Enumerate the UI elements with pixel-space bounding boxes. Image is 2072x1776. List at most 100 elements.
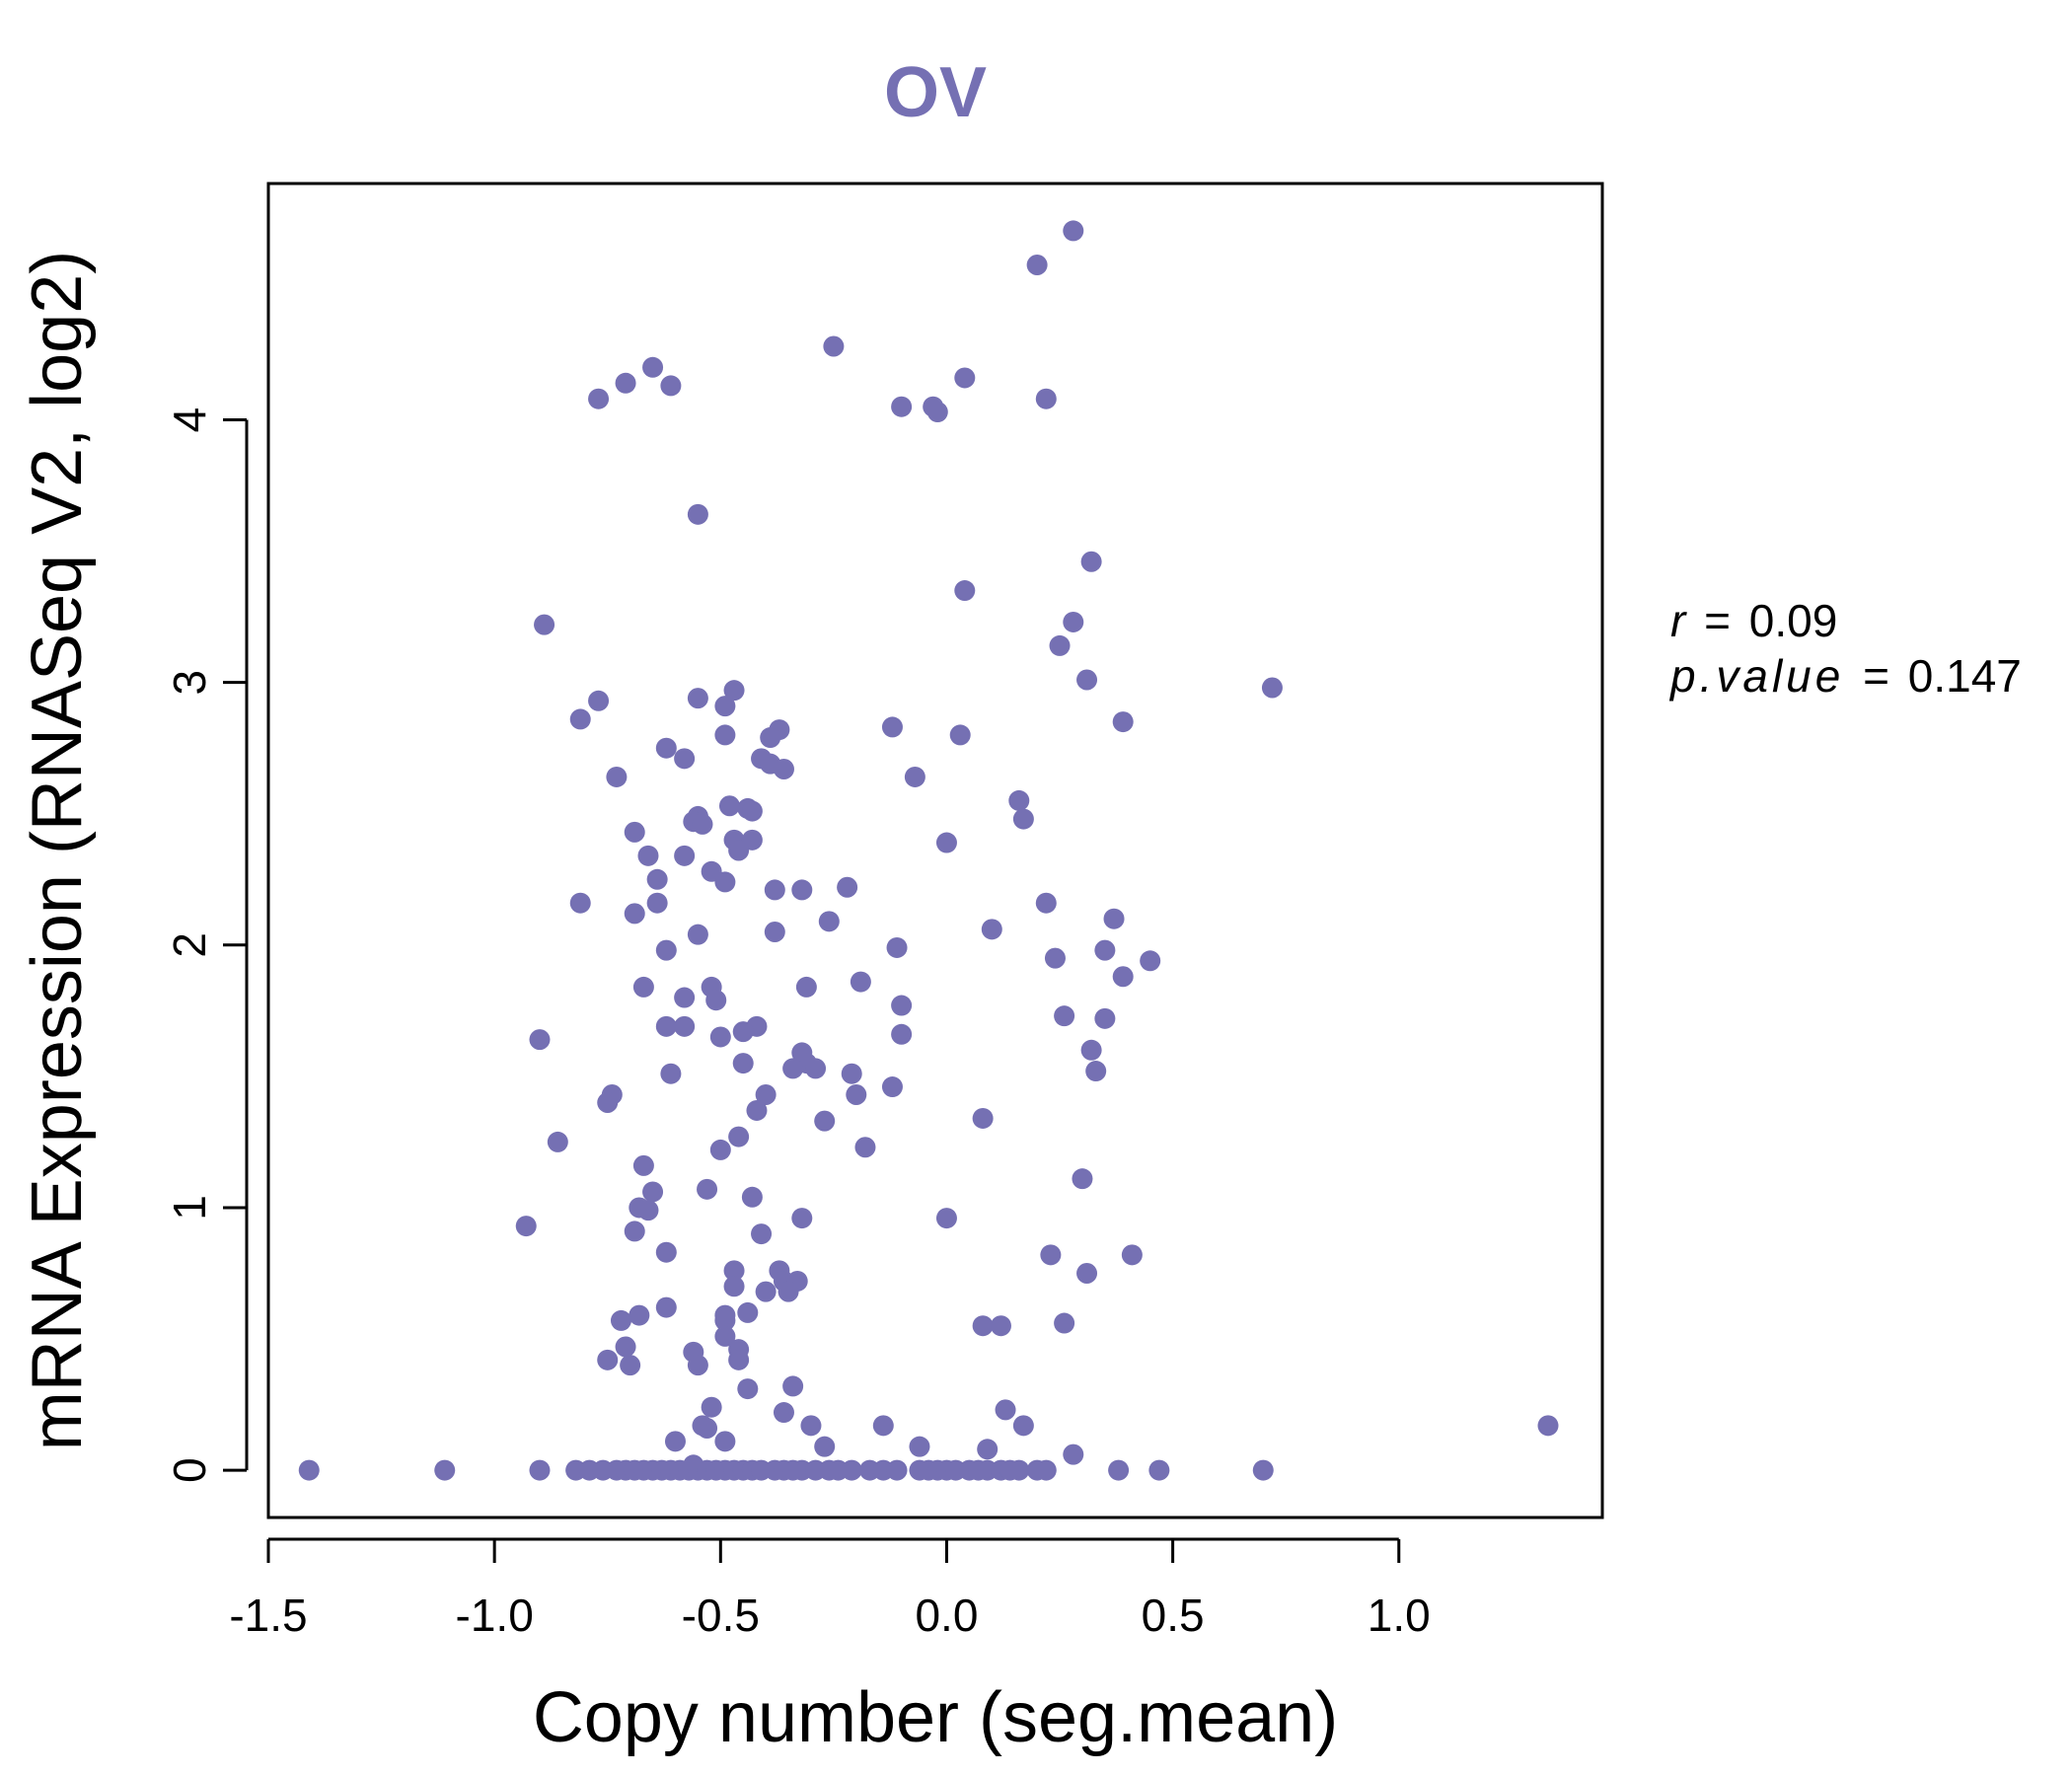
data-point [800,1415,822,1437]
data-point [728,1126,750,1147]
data-point [660,375,682,397]
data-point [1076,669,1098,691]
p-label: p.value [1668,650,1844,702]
data-point [881,1076,903,1098]
data-point [1140,950,1161,972]
data-point [1008,789,1030,811]
data-point [909,1436,930,1457]
data-point [751,1223,773,1245]
data-point [1063,611,1084,632]
data-point [714,1325,736,1347]
data-point [624,821,645,843]
data-point [1044,947,1066,969]
p-value: 0.147 [1908,650,2022,702]
data-point [646,892,668,914]
p-equals: = [1863,650,1889,702]
data-point [714,1431,736,1452]
data-point [949,724,971,746]
data-point [846,1084,867,1106]
data-point [954,580,976,602]
data-point [814,1110,836,1132]
data-point [886,936,908,958]
data-point [718,795,740,817]
svg-text:r = 0.09: r = 0.09 [1670,595,1837,646]
y-tick-label: 0 [164,1457,215,1483]
data-point [1035,1459,1057,1481]
data-point [904,766,925,787]
data-point [841,1063,862,1084]
data-point [674,1015,696,1037]
data-point [692,813,713,835]
data-point [1012,1415,1034,1437]
data-point [714,1309,736,1331]
data-point [746,1099,768,1121]
data-point [674,845,696,866]
data-point [714,696,736,717]
plot-frame [266,182,1604,1519]
data-point [597,1349,619,1370]
data-point [795,976,817,998]
data-point [881,716,903,738]
data-point [764,922,785,943]
data-point [1148,1459,1170,1481]
data-point [588,388,610,409]
data-point [629,1304,650,1326]
data-point [709,1026,731,1048]
data-point [624,903,645,925]
data-point [1054,1005,1075,1027]
data-point [841,1459,862,1481]
data-point [534,614,555,635]
data-point [723,680,745,702]
data-point [805,1058,827,1079]
data-point [529,1459,551,1481]
data-point [664,1431,686,1452]
data-point [1094,1007,1116,1029]
data-point [597,1091,619,1113]
chart-title: OV [884,53,987,132]
data-point [655,1015,677,1037]
data-point [791,879,813,901]
y-tick-label: 2 [164,932,215,958]
data-point [1252,1459,1274,1481]
data-point [655,1241,677,1263]
data-point [741,1186,763,1208]
data-point [723,1276,745,1297]
data-point [697,1418,718,1440]
data-point [723,1260,745,1282]
data-point [760,727,781,749]
data-point [1080,551,1102,572]
data-point [687,924,708,945]
y-axis-title: mRNA Expression (RNASeq V2, log2) [18,251,97,1450]
data-point [755,1281,777,1302]
data-point [791,1208,813,1229]
r-value: 0.09 [1749,595,1838,646]
stats-annotation: r = 0.09 p.value = 0.147 [1668,595,2022,702]
data-point [777,1281,799,1302]
y-tick-label: 1 [164,1195,215,1221]
data-point [655,1296,677,1318]
data-point [926,402,948,423]
data-point [674,748,696,770]
data-point [872,1415,894,1437]
data-point [818,911,840,932]
data-point [1094,939,1116,961]
data-point [687,503,708,525]
data-point [1035,892,1057,914]
data-point [642,1181,664,1203]
data-point [814,1436,836,1457]
data-point [606,766,628,787]
y-tick-label: 4 [164,407,215,433]
data-point [615,1336,636,1358]
data-point [1112,711,1134,733]
data-point [755,1084,777,1106]
data-point [1537,1415,1559,1437]
data-point [1261,677,1283,699]
data-point [737,1301,759,1323]
data-point [1008,1459,1030,1481]
data-point [891,995,913,1016]
data-point [1035,388,1057,409]
data-point [1103,908,1125,929]
data-point [1080,1039,1102,1061]
data-point [1026,255,1048,276]
data-point [298,1459,320,1481]
